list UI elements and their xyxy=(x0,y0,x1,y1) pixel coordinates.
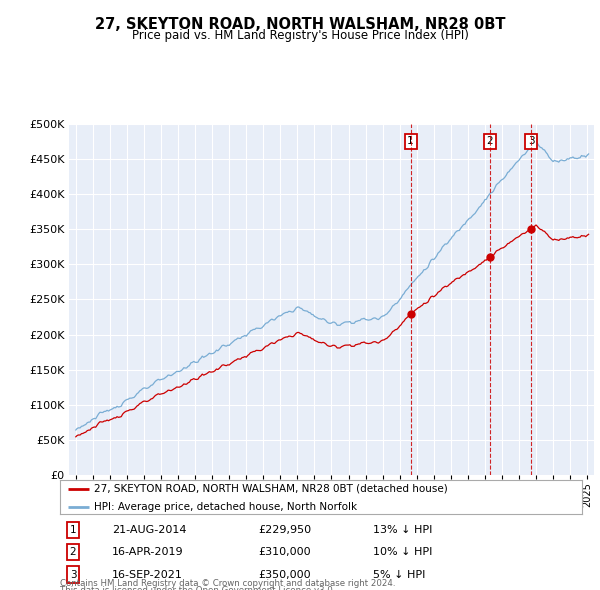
Text: £310,000: £310,000 xyxy=(259,548,311,557)
Text: £350,000: £350,000 xyxy=(259,569,311,579)
Text: 16-SEP-2021: 16-SEP-2021 xyxy=(112,569,183,579)
Text: 2: 2 xyxy=(487,136,493,146)
Text: Price paid vs. HM Land Registry's House Price Index (HPI): Price paid vs. HM Land Registry's House … xyxy=(131,29,469,42)
Text: HPI: Average price, detached house, North Norfolk: HPI: Average price, detached house, Nort… xyxy=(94,502,357,512)
Text: 3: 3 xyxy=(70,569,76,579)
Text: 5% ↓ HPI: 5% ↓ HPI xyxy=(373,569,425,579)
Text: 21-AUG-2014: 21-AUG-2014 xyxy=(112,525,187,535)
Text: £229,950: £229,950 xyxy=(259,525,311,535)
Text: 27, SKEYTON ROAD, NORTH WALSHAM, NR28 0BT (detached house): 27, SKEYTON ROAD, NORTH WALSHAM, NR28 0B… xyxy=(94,484,448,494)
Text: 3: 3 xyxy=(528,136,535,146)
Text: 1: 1 xyxy=(70,525,76,535)
Text: 1: 1 xyxy=(407,136,414,146)
Text: 27, SKEYTON ROAD, NORTH WALSHAM, NR28 0BT: 27, SKEYTON ROAD, NORTH WALSHAM, NR28 0B… xyxy=(95,17,505,31)
Text: 2: 2 xyxy=(70,548,76,557)
Text: Contains HM Land Registry data © Crown copyright and database right 2024.: Contains HM Land Registry data © Crown c… xyxy=(60,579,395,588)
Text: This data is licensed under the Open Government Licence v3.0.: This data is licensed under the Open Gov… xyxy=(60,586,335,590)
Text: 16-APR-2019: 16-APR-2019 xyxy=(112,548,184,557)
Text: 13% ↓ HPI: 13% ↓ HPI xyxy=(373,525,433,535)
Text: 10% ↓ HPI: 10% ↓ HPI xyxy=(373,548,433,557)
